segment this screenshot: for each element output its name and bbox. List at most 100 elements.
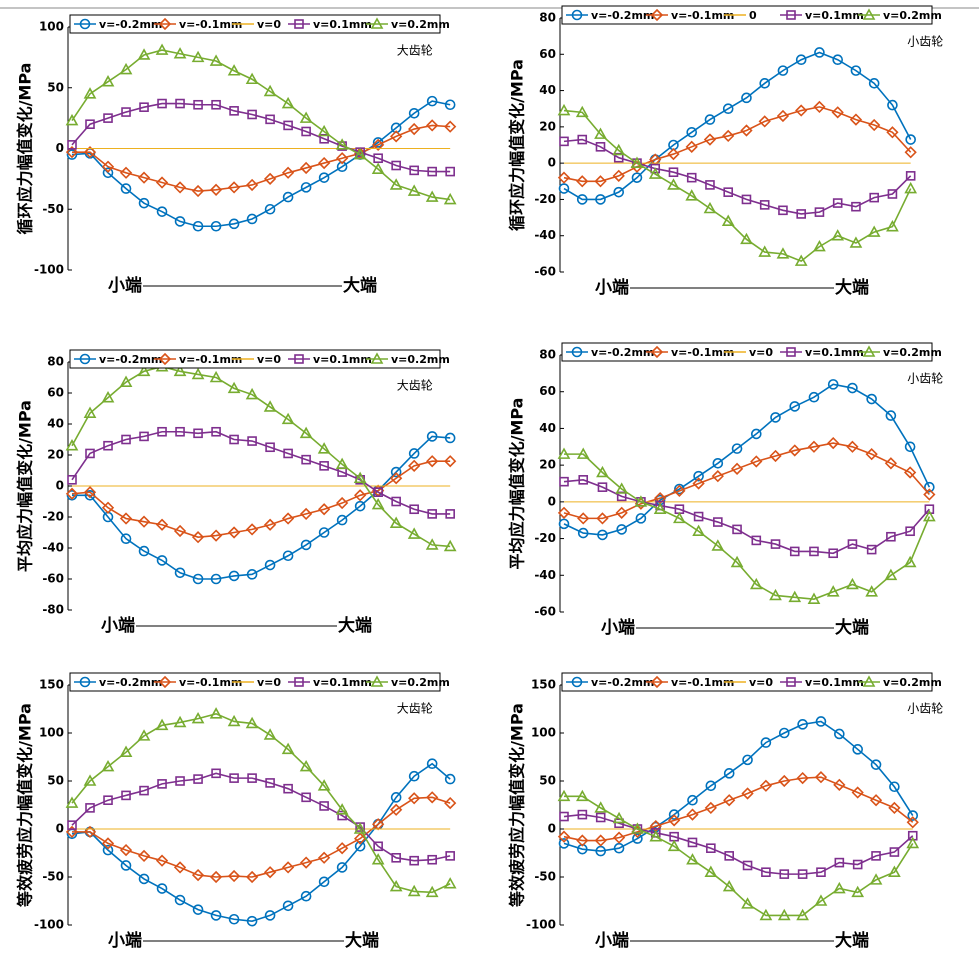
marker <box>779 869 790 879</box>
marker <box>789 401 801 412</box>
marker <box>869 794 883 807</box>
y-axis-label: 平均应力幅值变化/MPa <box>508 398 527 570</box>
marker <box>868 78 880 89</box>
marker <box>373 153 383 164</box>
marker <box>557 789 571 802</box>
marker <box>299 426 313 439</box>
marker <box>390 803 403 816</box>
marker <box>373 841 383 852</box>
marker <box>827 379 839 390</box>
marker <box>138 873 150 885</box>
subplot: -60 -40 -20 0 20 40 60 80 循环应力幅值变化/MPa 小端 大端 小齿轮 v=-… <box>508 5 943 298</box>
marker <box>870 759 882 770</box>
legend-label: v=0.2mm <box>883 346 942 359</box>
marker <box>101 160 115 173</box>
marker <box>335 496 349 510</box>
marker <box>85 803 95 813</box>
series-line <box>71 100 451 228</box>
marker <box>786 10 796 20</box>
marker <box>158 675 172 689</box>
marker <box>849 236 863 248</box>
marker <box>427 166 437 177</box>
marker <box>353 822 367 834</box>
marker <box>228 218 240 230</box>
marker <box>796 908 809 921</box>
marker <box>846 440 859 453</box>
marker <box>173 181 187 194</box>
y-tick-label: 80 <box>539 11 556 25</box>
series-line <box>71 102 451 173</box>
series-line <box>564 795 914 917</box>
legend-box <box>69 14 441 34</box>
marker <box>577 134 588 145</box>
marker <box>83 825 97 839</box>
marker <box>294 354 304 364</box>
marker <box>174 894 186 906</box>
marker <box>353 147 367 160</box>
marker <box>389 178 403 190</box>
marker <box>886 531 896 542</box>
marker <box>814 47 825 58</box>
marker <box>389 516 403 529</box>
marker <box>742 754 753 766</box>
marker <box>831 106 844 119</box>
marker <box>101 501 115 514</box>
marker <box>851 786 864 799</box>
marker <box>559 811 569 822</box>
marker <box>594 175 607 188</box>
marker <box>228 570 240 582</box>
y-tick-label: 20 <box>539 119 556 133</box>
marker <box>648 167 662 179</box>
marker <box>742 860 753 871</box>
marker <box>703 201 717 214</box>
marker <box>789 546 800 557</box>
y-tick-label: 60 <box>47 386 64 400</box>
marker <box>227 714 241 727</box>
marker <box>778 205 788 216</box>
legend-box <box>561 672 933 692</box>
marker <box>66 149 78 160</box>
marker <box>826 585 840 597</box>
y-tick-label: 0 <box>548 822 556 836</box>
series-line <box>71 712 451 894</box>
marker <box>444 120 457 133</box>
marker <box>869 192 879 203</box>
marker <box>751 535 762 546</box>
marker <box>65 113 79 126</box>
marker <box>731 443 743 454</box>
marker <box>852 859 863 870</box>
marker <box>155 176 169 189</box>
marker <box>119 843 133 857</box>
marker <box>319 461 329 471</box>
marker <box>558 518 570 530</box>
marker <box>139 102 149 112</box>
series-line <box>563 813 914 875</box>
marker <box>300 890 312 902</box>
marker <box>557 447 571 459</box>
subplot: -100 -50 0 50 100 150 等效疲劳应力幅值变化/MPa 小端 大端 大齿轮 v=-… <box>16 672 457 951</box>
marker <box>300 182 312 193</box>
marker <box>408 770 420 782</box>
marker <box>371 162 385 174</box>
marker <box>650 8 664 22</box>
marker <box>923 488 936 501</box>
marker <box>866 393 877 405</box>
marker <box>354 489 367 502</box>
marker <box>155 718 169 731</box>
marker <box>101 391 115 403</box>
y-tick-label: -50 <box>42 202 64 216</box>
marker <box>101 759 115 772</box>
marker <box>673 511 686 524</box>
marker <box>247 436 257 446</box>
y-tick-label: 20 <box>47 448 64 462</box>
marker <box>336 862 348 873</box>
marker <box>65 439 79 451</box>
marker <box>759 200 770 210</box>
marker <box>103 440 113 451</box>
marker <box>156 883 168 894</box>
marker <box>814 894 828 906</box>
legend-label: v=-0.1mm <box>671 676 734 689</box>
y-tick-label: -40 <box>42 541 64 555</box>
y-tick-label: -60 <box>42 572 64 586</box>
marker <box>371 853 385 865</box>
